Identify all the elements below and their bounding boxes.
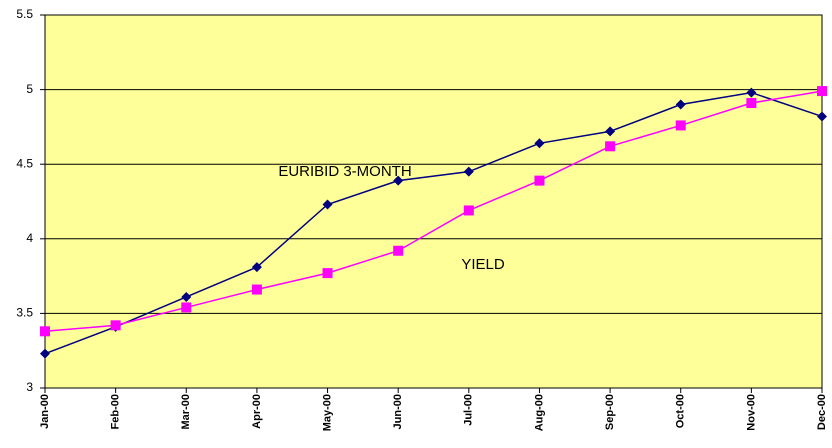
marker — [605, 141, 616, 152]
y-tick-label: 5 — [26, 82, 33, 96]
marker — [817, 111, 827, 122]
series-line — [44, 90, 823, 333]
marker — [817, 86, 827, 97]
marker — [181, 302, 192, 313]
x-tick-label: Aug-00 — [533, 394, 545, 431]
plot-area — [44, 14, 823, 389]
marker — [110, 320, 121, 331]
x-tick-label: Feb-00 — [110, 394, 122, 429]
marker — [463, 166, 474, 177]
marker — [605, 126, 616, 137]
x-tick-label: Sep-00 — [604, 394, 616, 430]
marker — [251, 262, 262, 273]
marker — [393, 245, 404, 256]
marker — [746, 87, 757, 98]
series-annotation: YIELD — [461, 256, 505, 273]
marker — [463, 205, 474, 216]
marker — [322, 268, 333, 279]
x-tick-label: Dec-00 — [816, 394, 828, 430]
x-tick-label: Oct-00 — [675, 394, 687, 428]
series-annotation: EURIBID 3-MONTH — [278, 163, 411, 180]
x-tick-label: Jan-00 — [39, 394, 51, 429]
marker — [40, 348, 50, 359]
x-tick-label: Jun-00 — [392, 394, 404, 429]
marker — [181, 291, 192, 302]
x-tick-label: Nov-00 — [745, 394, 757, 431]
marker — [322, 199, 333, 210]
marker — [251, 284, 262, 295]
x-tick-label: Apr-00 — [251, 394, 263, 429]
y-tick-label: 3 — [26, 380, 33, 394]
marker — [675, 99, 686, 110]
marker — [675, 120, 686, 131]
x-tick-label: Mar-00 — [180, 394, 192, 429]
marker — [534, 175, 545, 186]
marker — [393, 175, 404, 186]
y-tick-label: 4 — [26, 231, 33, 245]
y-tick-label: 5.5 — [16, 7, 33, 21]
x-tick-label: May-00 — [321, 394, 333, 431]
marker — [746, 98, 757, 109]
marker — [534, 138, 545, 149]
y-tick-label: 3.5 — [16, 306, 33, 320]
y-tick-label: 4.5 — [16, 156, 33, 170]
series-line — [44, 91, 823, 355]
marker — [40, 326, 50, 337]
x-tick-label: Jul-00 — [463, 394, 475, 426]
